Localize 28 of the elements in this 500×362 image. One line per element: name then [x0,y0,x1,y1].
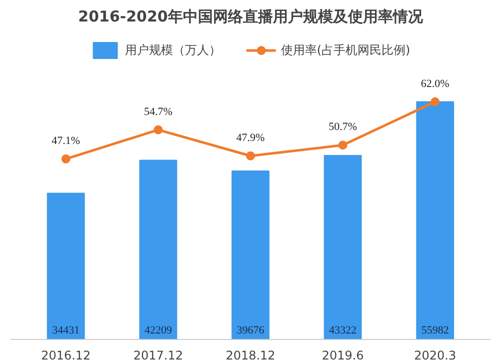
data-label: 47.1% [52,134,80,147]
point [246,151,255,160]
data-label: 34431 [52,324,80,336]
chart-title: 2016-2020年中国网络直播用户规模及使用率情况 [78,8,424,26]
data-label: 55982 [421,324,449,336]
legend-label: 使用率(占手机网民比例) [280,42,410,58]
x-tick-label: 2019.6 [322,348,364,362]
data-label: 62.0% [420,78,450,90]
point [154,125,163,134]
data-label: 39676 [236,324,265,336]
data-label: 42209 [144,324,172,336]
x-tick-label: 2020.3 [414,348,456,362]
data-label: 47.9% [236,132,265,144]
bar [324,155,362,340]
data-label: 50.7% [328,121,358,134]
x-tick-label: 2016.12 [41,348,91,362]
bar [416,101,454,340]
bar [46,192,85,340]
data-label: 43322 [329,324,357,336]
x-tick-label: 2018.12 [226,348,276,362]
bar [232,170,270,340]
data-label: 54.7% [144,106,172,118]
point [61,154,70,164]
x-tick-label: 2017.12 [133,348,184,362]
point [430,97,440,106]
point [338,140,348,150]
legend-label: 用户规模（万人） [124,42,221,58]
bar [139,160,178,340]
